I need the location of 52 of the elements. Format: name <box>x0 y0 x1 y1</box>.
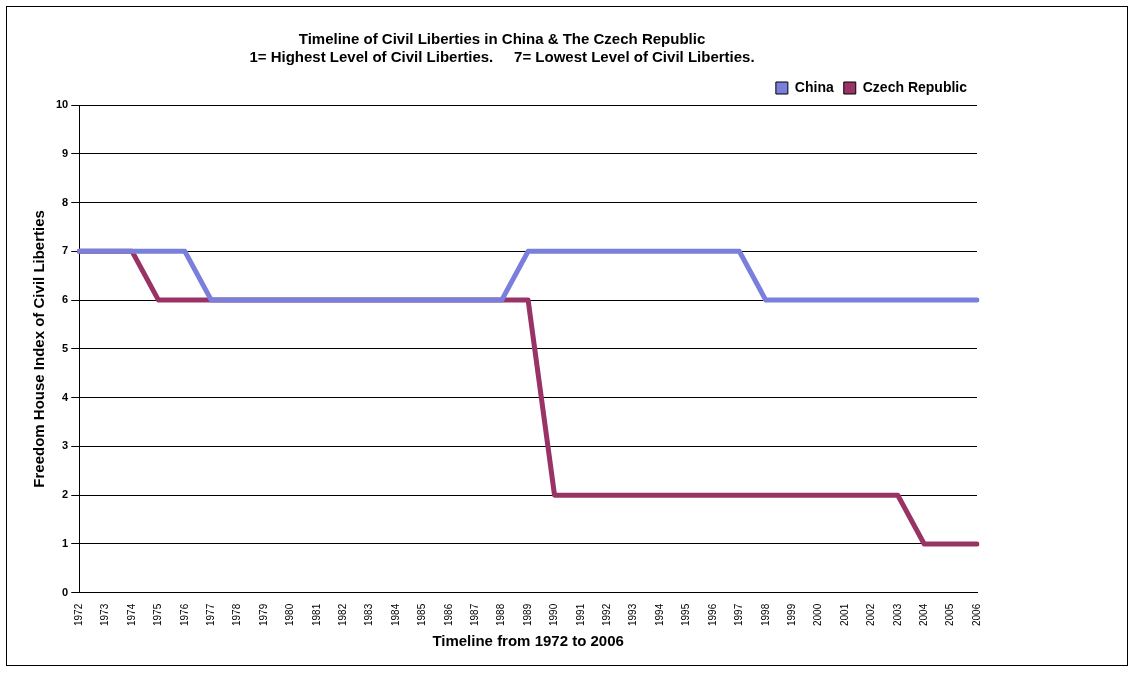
y-tick-label: 10 <box>55 98 69 111</box>
x-tick-label: 2002 <box>865 603 877 626</box>
y-tick-label: 0 <box>62 585 69 598</box>
x-tick-label: 1976 <box>178 603 190 626</box>
x-tick-label: 1974 <box>125 603 137 626</box>
x-tick-label: 1986 <box>442 603 454 626</box>
x-tick-label: 1982 <box>337 603 349 626</box>
legend-label: Czech Republic <box>862 78 968 95</box>
x-tick-label: 1994 <box>653 603 665 626</box>
x-tick-label: 1990 <box>548 603 560 626</box>
x-tick-label: 1999 <box>785 603 797 626</box>
x-tick-label: 1983 <box>363 603 375 626</box>
x-tick-label: 2004 <box>917 603 929 626</box>
x-tick-label: 1984 <box>389 603 401 626</box>
x-tick-label: 1988 <box>495 603 507 626</box>
legend-label: China <box>794 78 834 95</box>
y-tick-label: 9 <box>62 146 69 159</box>
x-axis-title: Timeline from 1972 to 2006 <box>432 632 624 650</box>
y-tick-label: 8 <box>62 195 69 208</box>
x-tick-label: 1989 <box>521 603 533 626</box>
y-tick-label: 5 <box>62 341 69 354</box>
x-tick-label: 1998 <box>759 603 771 626</box>
x-tick-label: 1978 <box>231 603 243 626</box>
y-tick-label: 6 <box>62 293 69 306</box>
x-tick-label: 1997 <box>733 603 745 626</box>
x-tick-label: 1995 <box>680 603 692 626</box>
x-tick-label: 2000 <box>812 603 824 626</box>
y-tick-label: 4 <box>62 390 70 403</box>
chart-subtitle: 1= Highest Level of Civil Liberties. 7= Lowest Level of Civil Liberties. <box>249 48 755 66</box>
x-tick-label: 1981 <box>310 603 322 626</box>
x-tick-label: 1993 <box>627 603 639 626</box>
x-tick-label: 2001 <box>838 603 850 626</box>
x-tick-label: 1980 <box>284 603 296 626</box>
y-axis-title: Freedom House Index of Civil Liberties <box>30 210 48 488</box>
x-tick-label: 1973 <box>99 603 111 626</box>
x-tick-label: 1985 <box>416 603 428 626</box>
x-tick-label: 1975 <box>152 603 164 626</box>
x-tick-label: 2005 <box>944 603 956 626</box>
chart-title: Timeline of Civil Liberties in China & The Czech Republic <box>298 30 706 48</box>
x-tick-label: 1992 <box>601 603 613 626</box>
x-tick-label: 1979 <box>257 603 269 626</box>
x-tick-label: 2006 <box>970 603 982 626</box>
x-tick-label: 1977 <box>205 603 217 626</box>
x-tick-label: 1987 <box>469 603 481 626</box>
x-tick-label: 1996 <box>706 603 718 626</box>
x-tick-label: 1991 <box>574 603 586 626</box>
y-tick-label: 1 <box>62 537 69 550</box>
y-tick-label: 3 <box>62 439 69 452</box>
y-tick-label: 2 <box>62 488 69 501</box>
x-tick-label: 1972 <box>72 603 84 626</box>
x-tick-label: 2003 <box>891 603 903 626</box>
y-tick-label: 7 <box>62 244 69 257</box>
